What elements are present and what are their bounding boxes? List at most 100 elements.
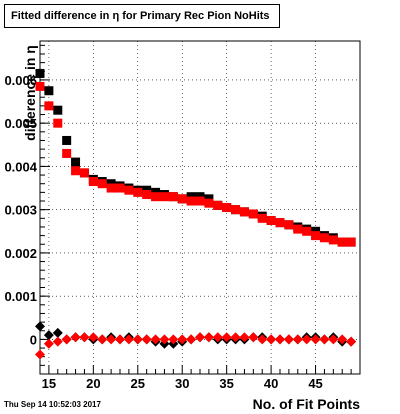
- data-point-square: [142, 190, 152, 200]
- data-point-diamond: [257, 334, 268, 345]
- data-point-square: [346, 237, 356, 247]
- y-tick-label: 0.002: [4, 246, 37, 261]
- timestamp: Thu Sep 14 10:52:03 2017: [4, 400, 101, 409]
- data-point-diamond: [35, 321, 45, 332]
- data-point-square: [275, 218, 285, 228]
- data-point-square: [195, 196, 205, 206]
- data-point-square: [204, 198, 214, 208]
- data-point-diamond: [275, 334, 285, 345]
- data-point-square: [159, 192, 169, 202]
- data-point-diamond: [43, 338, 54, 349]
- plot-frame: [39, 40, 361, 375]
- data-points: [35, 68, 357, 360]
- data-point-diamond: [70, 332, 81, 343]
- data-point-diamond: [248, 332, 259, 343]
- x-tick-label: 15: [42, 376, 56, 391]
- data-point-diamond: [203, 332, 214, 343]
- data-point-diamond: [168, 334, 179, 345]
- data-point-diamond: [115, 334, 125, 345]
- x-tick-label: 25: [131, 376, 145, 391]
- data-point-square: [328, 235, 338, 245]
- data-point-square: [284, 220, 294, 230]
- y-tick-label: 0: [30, 332, 37, 347]
- data-point-square: [35, 68, 45, 78]
- data-point-square: [239, 207, 249, 217]
- data-point-square: [97, 179, 107, 189]
- data-point-square: [337, 237, 347, 247]
- data-point-diamond: [239, 332, 250, 343]
- y-tick-label: 0.006: [4, 73, 37, 88]
- data-point-square: [35, 81, 45, 91]
- x-tick-label: 35: [219, 376, 233, 391]
- data-point-square: [168, 192, 178, 202]
- data-point-diamond: [292, 334, 303, 345]
- data-point-diamond: [230, 332, 241, 343]
- data-point-diamond: [346, 336, 357, 347]
- data-point-diamond: [141, 334, 152, 345]
- data-point-square: [222, 203, 232, 212]
- data-point-square: [62, 148, 72, 158]
- data-point-square: [44, 101, 54, 111]
- data-point-diamond: [301, 334, 312, 345]
- data-point-diamond: [79, 332, 90, 343]
- data-point-diamond: [319, 334, 330, 345]
- data-point-diamond: [266, 334, 277, 345]
- data-point-diamond: [186, 334, 197, 345]
- data-point-square: [133, 187, 143, 197]
- data-point-diamond: [61, 334, 72, 345]
- data-point-square: [62, 135, 72, 145]
- x-tick-label: 40: [264, 376, 278, 391]
- data-point-diamond: [97, 334, 108, 345]
- chart-title: Fitted difference in η for Primary Rec P…: [4, 4, 280, 28]
- data-point-square: [71, 166, 81, 176]
- data-point-diamond: [88, 332, 99, 343]
- data-point-diamond: [337, 334, 348, 345]
- data-point-diamond: [283, 334, 294, 345]
- data-point-square: [213, 200, 223, 210]
- data-point-diamond: [132, 334, 143, 345]
- data-point-square: [44, 86, 54, 96]
- y-tick-label: 0.001: [4, 289, 37, 304]
- data-point-diamond: [177, 334, 188, 345]
- x-tick-label: 20: [86, 376, 100, 391]
- data-point-square: [177, 194, 187, 204]
- y-tick-label: 0.004: [4, 159, 37, 174]
- data-point-square: [319, 233, 329, 243]
- data-point-diamond: [212, 332, 223, 343]
- data-point-diamond: [52, 336, 63, 347]
- data-point-square: [266, 215, 276, 225]
- data-point-diamond: [159, 334, 170, 345]
- data-point-diamond: [106, 334, 117, 345]
- data-point-diamond: [52, 327, 63, 338]
- data-point-square: [311, 231, 321, 241]
- data-point-square: [124, 185, 134, 195]
- data-point-square: [115, 183, 125, 193]
- data-point-diamond: [310, 334, 321, 345]
- data-point-square: [106, 183, 116, 193]
- data-point-square: [53, 105, 63, 115]
- x-axis-label: No. of Fit Points: [252, 396, 360, 412]
- data-point-diamond: [195, 332, 205, 343]
- data-point-square: [186, 196, 196, 206]
- data-point-square: [257, 213, 267, 223]
- axes: 15 20 25 30 35 40 45 0 0.001 0.002 0.003 0.004 0.005…: [4, 44, 361, 391]
- data-point-diamond: [43, 330, 54, 341]
- x-tick-label: 45: [308, 376, 322, 391]
- data-point-square: [71, 157, 81, 167]
- y-tick-label: 0.003: [4, 203, 37, 218]
- data-point-square: [88, 177, 98, 187]
- x-tick-label: 30: [175, 376, 189, 391]
- data-point-diamond: [221, 332, 232, 343]
- data-point-diamond: [35, 349, 45, 360]
- data-point-square: [231, 205, 241, 215]
- data-point-diamond: [328, 334, 339, 345]
- data-point-square: [293, 224, 303, 234]
- y-tick-label: 0.005: [4, 116, 37, 131]
- data-point-square: [248, 209, 258, 219]
- data-point-square: [53, 118, 63, 128]
- data-point-diamond: [150, 334, 161, 345]
- data-point-diamond: [123, 334, 134, 345]
- data-point-square: [302, 226, 312, 236]
- data-point-square: [151, 192, 161, 202]
